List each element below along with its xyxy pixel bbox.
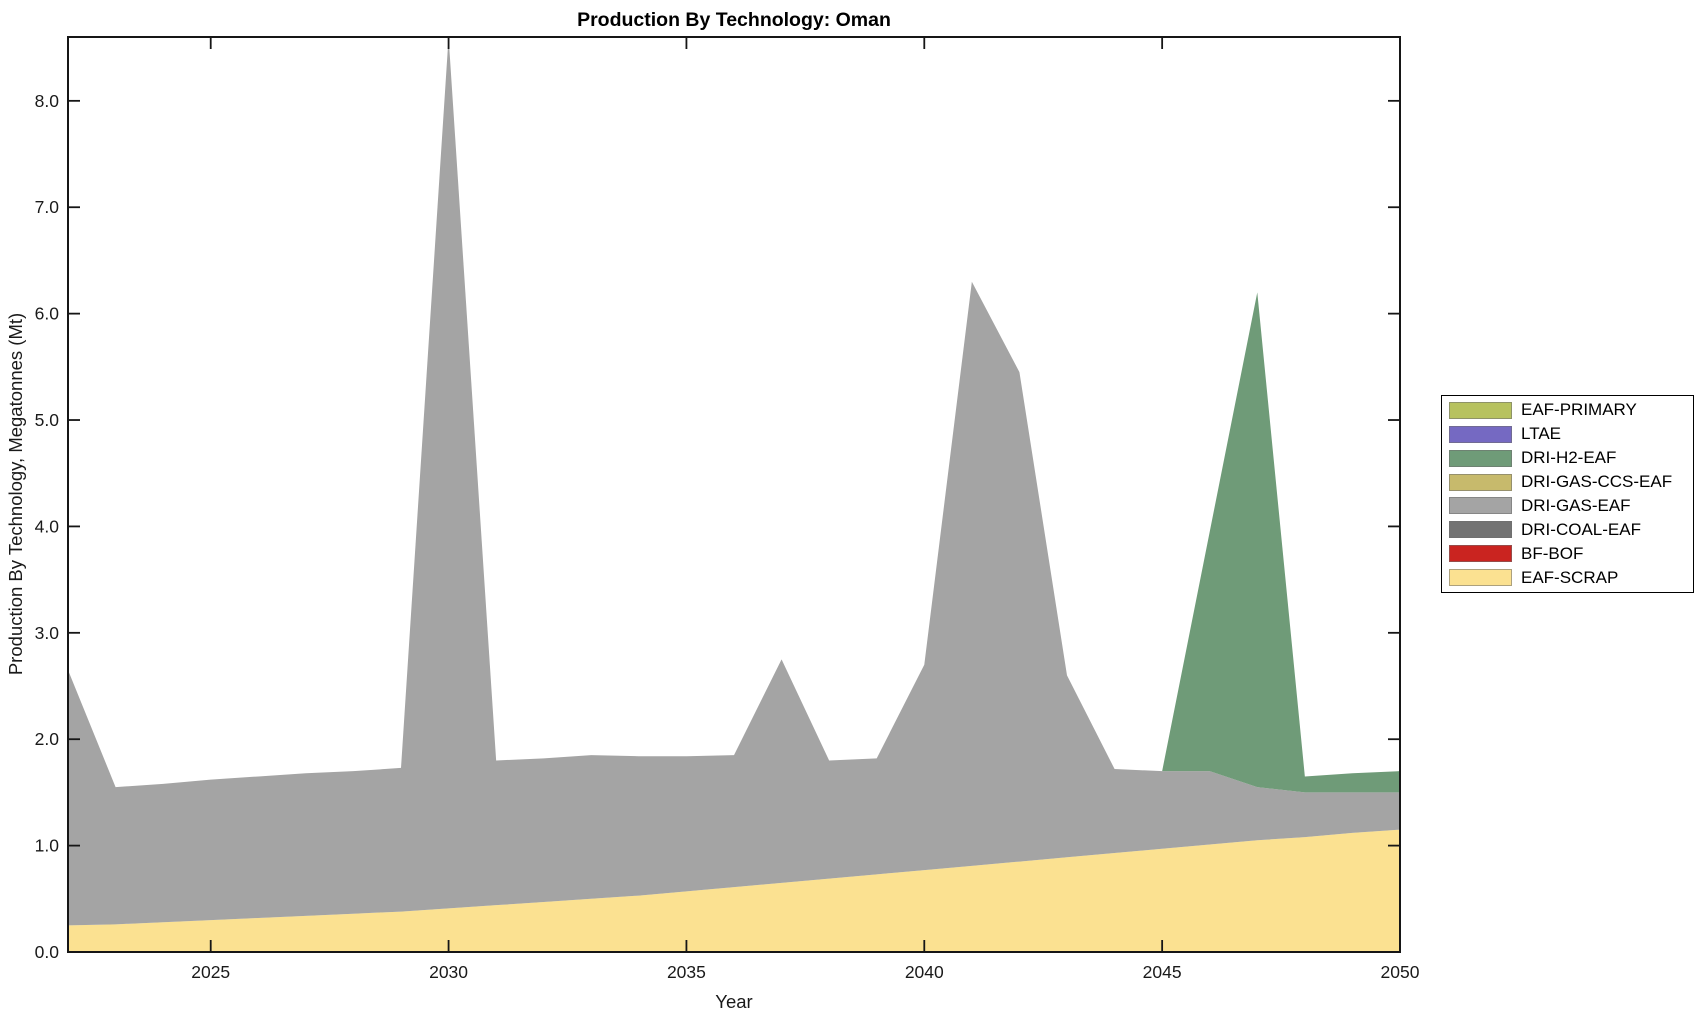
legend-item-label: BF-BOF [1521, 543, 1584, 563]
legend-item-label: DRI-GAS-CCS-EAF [1521, 472, 1673, 491]
plot-border [67, 36, 1401, 953]
legend-swatch [1449, 545, 1512, 563]
legend-item-ltae: LTAE [1442, 424, 1693, 444]
legend-swatch [1449, 569, 1512, 586]
x-tick-label: 2035 [667, 962, 706, 982]
chart-title: Production By Technology: Oman [577, 9, 891, 31]
x-tick-label: 2025 [191, 962, 230, 982]
legend-item-label: EAF-SCRAP [1521, 567, 1619, 587]
y-tick-label: 0.0 [35, 942, 60, 962]
y-tick-label: 3.0 [35, 623, 60, 643]
legend-swatch [1449, 497, 1512, 515]
legend-item-dri-h2-eaf: DRI-H2-EAF [1442, 448, 1693, 468]
y-tick-label: 1.0 [35, 836, 60, 856]
legend-item-eaf-primary: EAF-PRIMARY [1442, 400, 1693, 420]
x-tick-label: 2030 [429, 962, 468, 982]
legend-item-eaf-scrap: EAF-SCRAP [1442, 568, 1693, 587]
area-dri-gas-eaf [68, 37, 1400, 926]
y-tick-label: 2.0 [35, 729, 60, 749]
y-tick-label: 7.0 [35, 197, 60, 217]
legend-item-label: DRI-GAS-EAF [1521, 495, 1631, 515]
legend-item-label: DRI-COAL-EAF [1521, 519, 1641, 539]
legend-swatch [1449, 473, 1512, 491]
area-eaf-scrap [68, 829, 1400, 952]
y-axis-label: Production By Technology, Megatonnes (Mt… [5, 313, 26, 675]
stacked-areas [68, 37, 1400, 952]
legend-item-dri-gas-eaf: DRI-GAS-EAF [1442, 496, 1693, 515]
y-tick-label: 8.0 [35, 91, 60, 111]
x-tick-label: 2045 [1143, 962, 1182, 982]
legend-item-dri-gas-ccs-eaf: DRI-GAS-CCS-EAF [1442, 472, 1693, 492]
x-tick-label: 2050 [1381, 962, 1420, 982]
legend-item-dri-coal-eaf: DRI-COAL-EAF [1442, 520, 1693, 539]
x-axis-label: Year [715, 991, 752, 1012]
y-tick-label: 5.0 [35, 410, 60, 430]
legend-item-label: DRI-H2-EAF [1521, 448, 1617, 468]
legend: EAF-PRIMARY LTAE DRI-H2-EAF DRI-GAS-CCS-… [1441, 395, 1694, 593]
legend-item-label: EAF-PRIMARY [1521, 400, 1637, 420]
legend-item-label: LTAE [1521, 424, 1561, 444]
y-tick-label: 4.0 [35, 516, 60, 536]
legend-swatch [1449, 449, 1512, 467]
legend-swatch [1449, 425, 1512, 443]
legend-item-bf-bof: BF-BOF [1442, 544, 1693, 563]
legend-swatch [1449, 401, 1512, 419]
y-tick-label: 6.0 [35, 304, 60, 324]
legend-swatch [1449, 521, 1512, 539]
x-tick-label: 2040 [905, 962, 944, 982]
area-dri-h2-eaf [68, 37, 1400, 793]
axis-tick-labels: 2025 2030 2035 2040 2045 2050 0.0 1.0 2.0 3.0 4.0 5… [35, 91, 1420, 982]
